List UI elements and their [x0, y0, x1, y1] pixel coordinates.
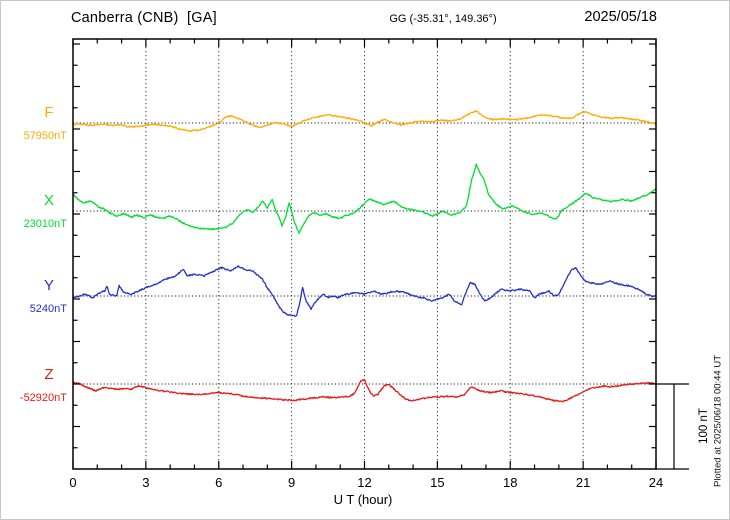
- scale-bar-label: 100 nT: [698, 408, 710, 444]
- x-tick-label: 0: [69, 475, 77, 490]
- x-tick-label: 9: [288, 475, 296, 490]
- channel-baseline-z: -52920nT: [19, 392, 67, 404]
- channel-baseline-x: 23010nT: [23, 218, 67, 230]
- channel-label-y: Y: [43, 277, 54, 294]
- x-tick-label: 24: [648, 475, 664, 490]
- channel-baseline-f: 57950nT: [23, 130, 67, 142]
- x-tick-label: 6: [215, 475, 223, 490]
- geographic-coordinates: GG (-35.31°, 149.36°): [389, 13, 497, 25]
- station-title: Canberra (CNB) [GA]: [71, 10, 217, 26]
- channel-label-f: F: [44, 104, 54, 121]
- channel-baseline-y: 5240nT: [29, 303, 67, 315]
- x-tick-label: 21: [575, 475, 591, 490]
- channel-label-x: X: [43, 192, 54, 209]
- x-tick-label: 12: [357, 475, 372, 490]
- x-tick-label: 3: [142, 475, 150, 490]
- x-axis-title: U T (hour): [333, 492, 393, 507]
- plot-date: 2025/05/18: [584, 9, 657, 25]
- plotted-at-timestamp: Plotted at 2025/06/18 00:44 UT: [712, 354, 724, 488]
- x-tick-label: 15: [430, 475, 445, 490]
- x-tick-label: 18: [503, 475, 518, 490]
- channel-label-z: Z: [44, 366, 54, 383]
